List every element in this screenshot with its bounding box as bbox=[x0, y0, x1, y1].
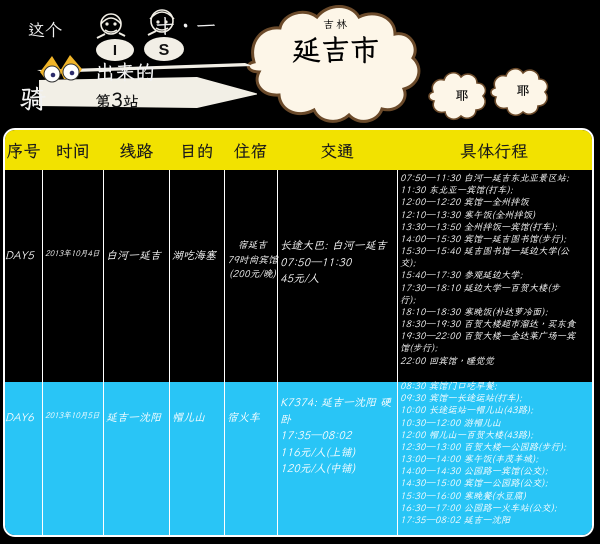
svg-text:I: I bbox=[113, 42, 117, 59]
svg-text:S: S bbox=[159, 42, 170, 59]
